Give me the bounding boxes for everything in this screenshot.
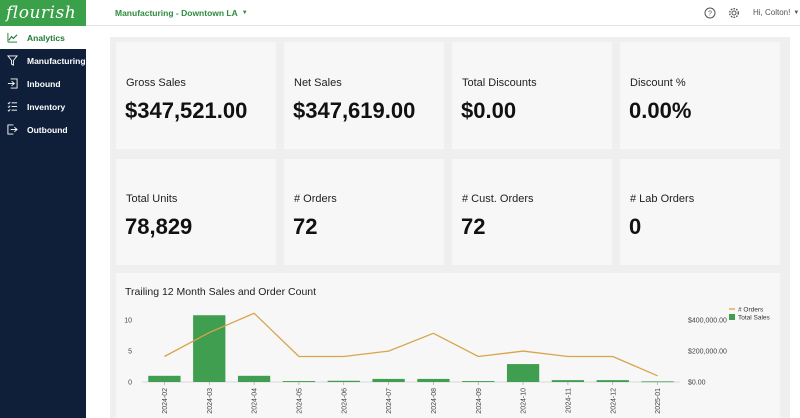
stat-value: $347,521.00 xyxy=(125,98,248,123)
stat-card-orders: # Orders 72 xyxy=(284,159,444,265)
logo-text: flourish xyxy=(6,3,77,23)
stat-card-total-units: Total Units 78,829 xyxy=(116,159,276,265)
stat-card-lab-orders: # Lab Orders 0 xyxy=(620,159,780,265)
sidebar-item-label: Manufacturing xyxy=(27,55,86,66)
sidebar-item-label: Inbound xyxy=(27,78,61,89)
chart-bar xyxy=(327,380,360,382)
chart-bar xyxy=(193,315,226,382)
sidebar-nav: Analytics Manufacturing Inbound Inventor… xyxy=(0,26,86,141)
stat-value: $0.00 xyxy=(461,98,517,123)
left-axis-tick: 5 xyxy=(128,349,132,356)
gear-icon[interactable] xyxy=(728,6,740,19)
chart-bar xyxy=(282,381,316,382)
chart-bar xyxy=(462,381,495,382)
right-axis-tick: $400,000.00 xyxy=(688,318,727,325)
x-tick-label: 2024-06 xyxy=(341,388,348,414)
funnel-icon xyxy=(6,55,18,67)
sidebar-item-label: Inventory xyxy=(27,101,66,112)
legend-label-orders: # Orders xyxy=(738,306,764,313)
chart-card: Trailing 12 Month Sales and Order Count … xyxy=(116,273,780,418)
chart-bar xyxy=(372,378,405,382)
stat-value: 78,829 xyxy=(125,214,193,239)
sales-orders-chart: 0 5 10 $0.00 $200,000.00 $400,000.00 2024-02 20… xyxy=(124,306,771,414)
sidebar-item-inventory[interactable]: Inventory xyxy=(0,95,86,118)
sidebar-item-manufacturing[interactable]: Manufacturing xyxy=(0,49,86,72)
stat-label: # Lab Orders xyxy=(630,193,695,205)
orders-line xyxy=(164,312,658,377)
x-tick-label: 2024-12 xyxy=(610,388,617,414)
chart-title: Trailing 12 Month Sales and Order Count xyxy=(125,286,317,298)
left-axis-tick: 0 xyxy=(128,380,132,387)
right-axis-tick: $200,000.00 xyxy=(688,349,727,356)
chart-bar xyxy=(551,380,585,382)
sidebar-item-label: Analytics xyxy=(27,32,65,43)
stat-label: Discount % xyxy=(630,77,686,89)
stat-value: $347,619.00 xyxy=(293,98,416,123)
stat-label: # Cust. Orders xyxy=(462,193,534,205)
sidebar-item-label: Outbound xyxy=(27,124,68,135)
chart-bar xyxy=(641,381,674,383)
x-tick-label: 2024-08 xyxy=(431,388,438,414)
stat-card-total-discounts: Total Discounts $0.00 xyxy=(452,42,612,149)
stat-value: 0.00% xyxy=(629,98,692,123)
user-greeting: Hi, Colton! xyxy=(753,8,791,17)
chart-bar xyxy=(148,375,181,382)
x-tick-label: 2025-01 xyxy=(655,388,662,414)
x-tick-label: 2024-05 xyxy=(296,388,303,414)
sidebar-item-inbound[interactable]: Inbound xyxy=(0,72,86,95)
stat-card-net-sales: Net Sales $347,619.00 xyxy=(284,42,444,149)
x-tick-label: 2024-02 xyxy=(162,388,169,414)
stat-value: 0 xyxy=(629,214,642,239)
inbound-icon xyxy=(6,78,18,90)
svg-text:?: ? xyxy=(708,11,712,18)
chart-bar xyxy=(506,364,540,382)
sidebar-item-analytics[interactable]: Analytics xyxy=(0,26,86,49)
list-icon xyxy=(6,101,18,113)
chevron-down-icon: ▼ xyxy=(793,9,800,16)
help-icon[interactable]: ? xyxy=(704,6,716,19)
stat-label: Net Sales xyxy=(294,77,342,89)
line-chart-icon xyxy=(6,32,18,44)
stat-value: 72 xyxy=(461,214,486,239)
left-axis-tick: 10 xyxy=(124,318,132,325)
top-bar: Manufacturing - Downtown LA ▼ ? Hi, Colt… xyxy=(86,0,800,26)
stat-label: # Orders xyxy=(294,193,337,205)
dashboard-main: Gross Sales $347,521.00 Net Sales $347,6… xyxy=(110,37,790,418)
outbound-icon xyxy=(6,124,18,136)
stat-value: 72 xyxy=(293,214,318,239)
legend-swatch-total-sales xyxy=(729,314,735,320)
chart-bar xyxy=(417,378,450,382)
stat-label: Gross Sales xyxy=(126,77,186,89)
stat-label: Total Discounts xyxy=(462,77,537,89)
x-tick-label: 2024-09 xyxy=(476,388,483,414)
x-tick-label: 2024-11 xyxy=(565,388,572,413)
x-tick-label: 2024-10 xyxy=(521,388,528,414)
x-tick-label: 2024-04 xyxy=(252,388,259,414)
x-tick-label: 2024-07 xyxy=(386,388,393,414)
right-axis-tick: $0.00 xyxy=(688,380,706,387)
x-tick-label: 2024-03 xyxy=(207,388,214,414)
legend-label-total-sales: Total Sales xyxy=(738,314,771,321)
chart-bar xyxy=(237,375,271,382)
user-menu[interactable]: Hi, Colton! ▼ xyxy=(753,8,799,17)
sidebar: flourish Analytics Manufacturing Inbound xyxy=(0,0,86,418)
stat-card-discount-pct: Discount % 0.00% xyxy=(620,42,780,149)
stat-label: Total Units xyxy=(126,193,178,205)
sidebar-item-outbound[interactable]: Outbound xyxy=(0,118,86,141)
stat-card-cust-orders: # Cust. Orders 72 xyxy=(452,159,612,265)
stat-card-gross-sales: Gross Sales $347,521.00 xyxy=(116,42,276,149)
location-selector[interactable]: Manufacturing - Downtown LA ▼ xyxy=(115,8,248,18)
chevron-down-icon: ▼ xyxy=(241,10,248,16)
location-label: Manufacturing - Downtown LA xyxy=(115,8,238,18)
brand-logo[interactable]: flourish xyxy=(0,0,86,26)
chart-bar xyxy=(596,380,629,382)
